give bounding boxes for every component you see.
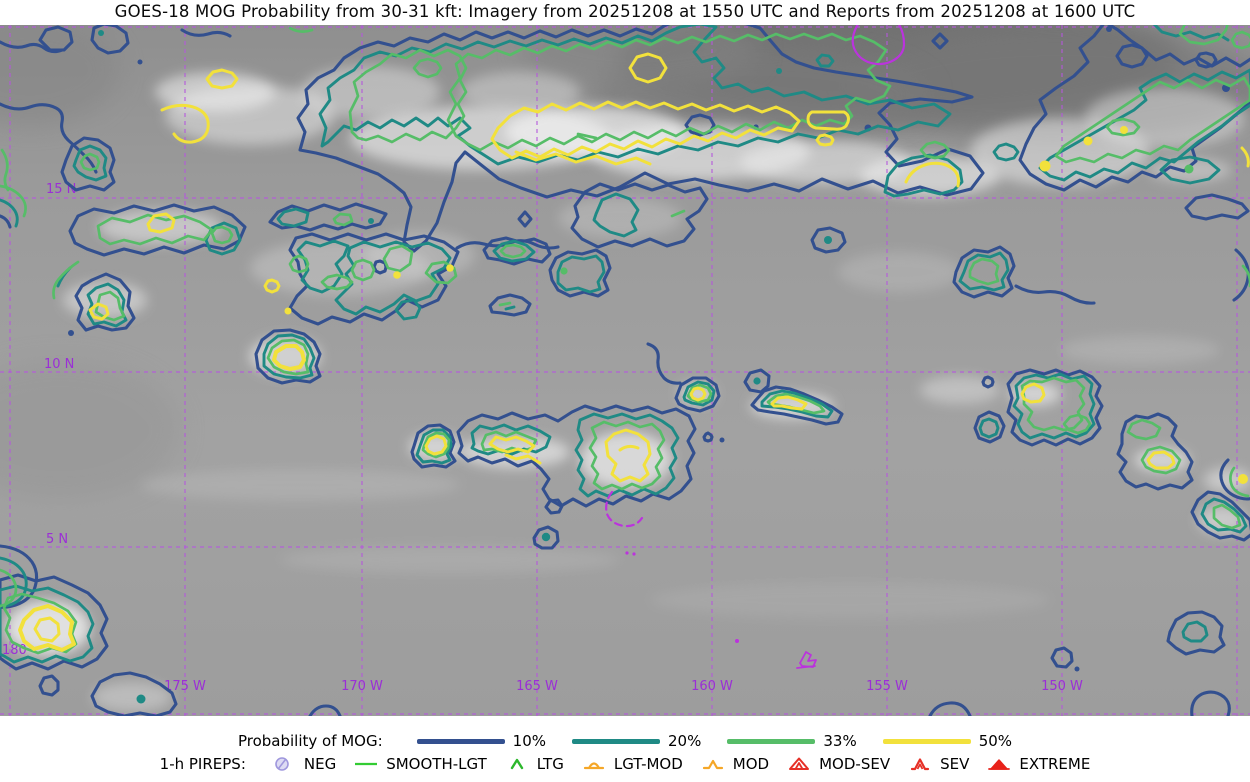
filled-triangle-icon	[988, 759, 1011, 770]
contours-10pct	[0, 15, 1250, 718]
legend-level-10: 10%	[416, 732, 547, 750]
pirep-smooth-lgt-label: SMOOTH-LGT	[386, 755, 487, 773]
contours-50pct	[18, 52, 1250, 652]
pirep-lgt-mod-label: LGT-MOD	[613, 755, 683, 773]
lon-label-155w: 155 W	[866, 679, 908, 694]
pirep-lgt-mod: LGT-MOD	[582, 755, 683, 773]
pirep-neg: NEG	[272, 755, 336, 773]
legend-level-33: 33%	[727, 732, 857, 750]
lat-label-15n: 15 N	[46, 182, 76, 197]
pirep-mod-label: MOD	[732, 755, 770, 773]
other-boundaries	[605, 21, 906, 669]
pireps-legend: 1-h PIREPS: NEG SMOOTH-LGT LTG LGT-MOD M…	[0, 755, 1250, 773]
lat-label-5n: 5 N	[46, 532, 68, 547]
satellite-background	[0, 0, 1250, 716]
caret-feet-icon	[702, 759, 723, 770]
contours-20pct	[0, 20, 1250, 704]
pirep-mod: MOD	[701, 755, 769, 773]
lon-label-150w: 150 W	[1041, 679, 1083, 694]
smooth-line-icon	[355, 762, 378, 766]
contour-swatch-50pct	[882, 738, 971, 744]
pirep-sev-label: SEV	[940, 755, 970, 773]
contour-swatch-10pct	[416, 738, 505, 744]
neg-circle-slash-icon	[275, 757, 289, 771]
map-canvas: 15 N 10 N 5 N 180 175 W 170 W 165 W 160 …	[0, 0, 1250, 718]
triangle-base-icon	[583, 762, 604, 770]
legend-level-20: 20%	[572, 732, 701, 750]
pirep-ltg-label: LTG	[536, 755, 564, 773]
caret-icon	[510, 758, 523, 770]
pirep-mod-sev-label: MOD-SEV	[819, 755, 891, 773]
contour-swatch-33pct	[727, 738, 816, 744]
page-title: GOES-18 MOG Probability from 30-31 kft: …	[114, 2, 1136, 21]
double-caret-icon	[910, 758, 930, 771]
lon-label-165w: 165 W	[516, 679, 558, 694]
pirep-extreme-label: EXTREME	[1019, 755, 1091, 773]
triangle-caret-icon	[789, 757, 810, 770]
lat-label-10n: 10 N	[44, 357, 74, 372]
pirep-ltg: LTG	[505, 755, 564, 773]
pirep-extreme: EXTREME	[987, 755, 1090, 773]
probability-legend: Probability of MOG: 10% 20% 33% 50%	[0, 732, 1250, 750]
satellite-map: 15 N 10 N 5 N 180 175 W 170 W 165 W 160 …	[0, 0, 1250, 718]
contours-33pct	[0, 20, 1250, 655]
legend-level-20-label: 20%	[668, 732, 702, 750]
lon-label-175w: 175 W	[164, 679, 206, 694]
legend-level-33-label: 33%	[823, 732, 857, 750]
legend-level-50-label: 50%	[978, 732, 1013, 750]
legend-level-50: 50%	[882, 732, 1013, 750]
pireps-legend-label: 1-h PIREPS:	[159, 755, 246, 773]
lon-label-170w: 170 W	[341, 679, 383, 694]
probability-legend-label: Probability of MOG:	[237, 732, 383, 750]
pirep-sev: SEV	[908, 755, 969, 773]
lon-label-160w: 160 W	[691, 679, 733, 694]
pirep-neg-label: NEG	[303, 755, 337, 773]
pirep-smooth-lgt: SMOOTH-LGT	[354, 755, 487, 773]
pirep-mod-sev: MOD-SEV	[787, 755, 890, 773]
contour-swatch-20pct	[572, 738, 661, 744]
legend-level-10-label: 10%	[512, 732, 547, 750]
